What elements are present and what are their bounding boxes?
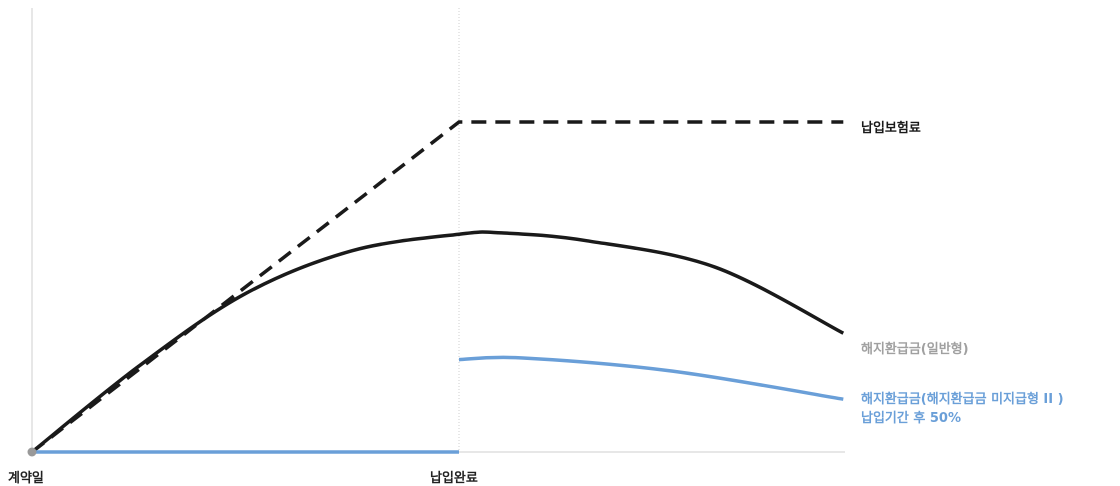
origin-marker — [27, 447, 37, 457]
series-label-premium: 납입보험료 — [861, 121, 921, 136]
series-label-refund-type2: 해지환급금(해지환급금 미지급형 II ) — [861, 392, 1064, 407]
series-label-refund-general: 해지환급금(일반형) — [861, 342, 969, 357]
premium-paid-line — [30, 120, 844, 454]
series-label-refund-type2-sub: 납입기간 후 50% — [861, 411, 961, 426]
x-tick-contract-date: 계약일 — [8, 471, 44, 486]
refund-general-line — [30, 230, 845, 454]
refund-type2-line — [32, 355, 844, 454]
x-tick-payment-complete: 납입완료 — [430, 471, 478, 486]
